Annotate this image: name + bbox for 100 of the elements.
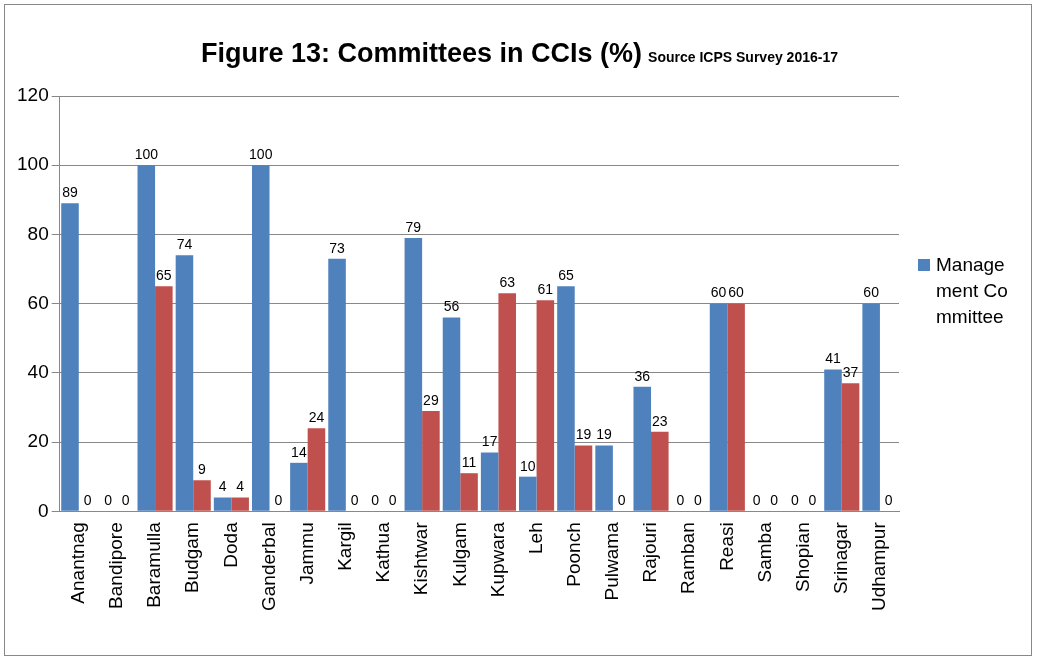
data-label: 0 — [388, 492, 397, 509]
y-tick-label: 20 — [27, 430, 49, 452]
data-label: 0 — [770, 492, 779, 509]
data-label: 65 — [156, 267, 172, 284]
data-label: 100 — [249, 146, 273, 163]
bar — [498, 293, 516, 511]
data-label: 0 — [371, 492, 380, 509]
x-tick-label: Anantnag — [67, 522, 89, 604]
x-tick-label: Jammu — [295, 522, 317, 585]
y-tick-label: 120 — [17, 84, 49, 106]
data-label: 0 — [752, 492, 761, 509]
x-tick-label: Udhampur — [868, 521, 890, 611]
data-label: 0 — [83, 492, 92, 509]
data-label: 65 — [558, 267, 574, 284]
x-tick-label: Kathua — [372, 521, 394, 583]
y-tick-label: 60 — [27, 291, 49, 313]
bar — [824, 369, 842, 511]
x-tick-label: Kulgam — [448, 522, 470, 587]
x-tick-label: Kishtwar — [410, 521, 432, 596]
x-tick-label: Baramulla — [143, 521, 165, 608]
data-label: 17 — [481, 433, 498, 450]
data-label: 37 — [842, 364, 859, 381]
bar — [519, 476, 537, 511]
x-tick-label: Rajouri — [639, 522, 661, 583]
x-tick-label: Poonch — [562, 522, 584, 587]
x-tick-label: Pulwama — [601, 521, 623, 601]
bar — [155, 286, 173, 511]
bar — [231, 497, 249, 511]
bar — [536, 300, 555, 511]
data-label: 41 — [825, 350, 841, 367]
bar — [251, 165, 270, 511]
data-label: 56 — [443, 298, 460, 315]
y-tick-label: 80 — [27, 222, 49, 244]
data-label: 0 — [694, 492, 703, 509]
data-label: 89 — [62, 184, 78, 201]
bar — [574, 445, 593, 511]
bar — [709, 303, 728, 511]
bar — [442, 317, 461, 511]
data-label: 0 — [676, 492, 685, 509]
data-label: 4 — [236, 478, 245, 495]
x-tick-label: Bandipore — [105, 522, 127, 609]
data-label: 10 — [520, 457, 536, 474]
data-label: 60 — [863, 284, 880, 301]
legend-label: Management Committee — [936, 253, 1008, 329]
bar — [422, 410, 440, 511]
data-label: 60 — [710, 284, 727, 301]
data-label: 73 — [329, 239, 346, 256]
bar — [404, 237, 423, 511]
bar — [651, 431, 669, 511]
y-tick-label: 100 — [17, 153, 49, 175]
bar — [595, 445, 613, 511]
data-label: 9 — [198, 460, 207, 477]
x-tick-label: Budgam — [181, 522, 203, 594]
data-label: 74 — [176, 236, 193, 253]
x-tick-label: Srinagar — [830, 521, 852, 595]
bar — [328, 258, 346, 511]
data-label: 60 — [728, 284, 745, 301]
data-label: 0 — [121, 492, 130, 509]
data-label: 29 — [423, 391, 439, 408]
bar — [137, 165, 156, 511]
data-label: 36 — [634, 367, 651, 384]
data-label: 11 — [461, 454, 477, 471]
data-label: 79 — [405, 218, 422, 235]
source-note: Source ICPS Survey 2016-17 — [648, 49, 838, 65]
data-label: 19 — [596, 426, 613, 443]
bar — [307, 428, 326, 511]
data-label: 100 — [134, 146, 159, 163]
bar — [61, 203, 79, 511]
data-label: 24 — [308, 409, 325, 426]
data-label: 0 — [350, 492, 359, 509]
y-tick-label: 40 — [27, 361, 49, 383]
x-tick-label: Ganderbal — [257, 522, 279, 612]
data-label: 0 — [104, 492, 113, 509]
x-tick-label: Ramban — [677, 522, 699, 595]
data-label: 61 — [537, 281, 554, 298]
bar — [480, 452, 499, 511]
data-label: 14 — [291, 443, 307, 460]
bar — [841, 383, 860, 511]
bar — [193, 480, 211, 511]
x-tick-label: Shopian — [791, 522, 813, 593]
data-label: 23 — [652, 412, 668, 429]
x-tick-label: Reasi — [715, 522, 737, 571]
x-tick-label: Kupwara — [486, 521, 508, 598]
bar — [460, 473, 478, 511]
data-label: 0 — [790, 492, 799, 509]
x-tick-label: Kargil — [334, 522, 356, 571]
x-tick-label: Leh — [524, 522, 546, 554]
data-label: 0 — [808, 492, 817, 509]
data-label: 0 — [274, 492, 283, 509]
bar — [290, 462, 308, 511]
chart-title: Figure 13: Committees in CCIs (%) — [201, 38, 643, 68]
bar — [727, 303, 745, 511]
x-tick-label: Doda — [219, 521, 241, 568]
data-label: 19 — [575, 426, 592, 443]
data-label: 4 — [218, 478, 227, 495]
bar — [213, 497, 232, 511]
data-label: 0 — [617, 492, 626, 509]
y-tick-label: 0 — [38, 499, 49, 521]
bar — [175, 255, 194, 511]
data-label: 63 — [499, 274, 516, 291]
